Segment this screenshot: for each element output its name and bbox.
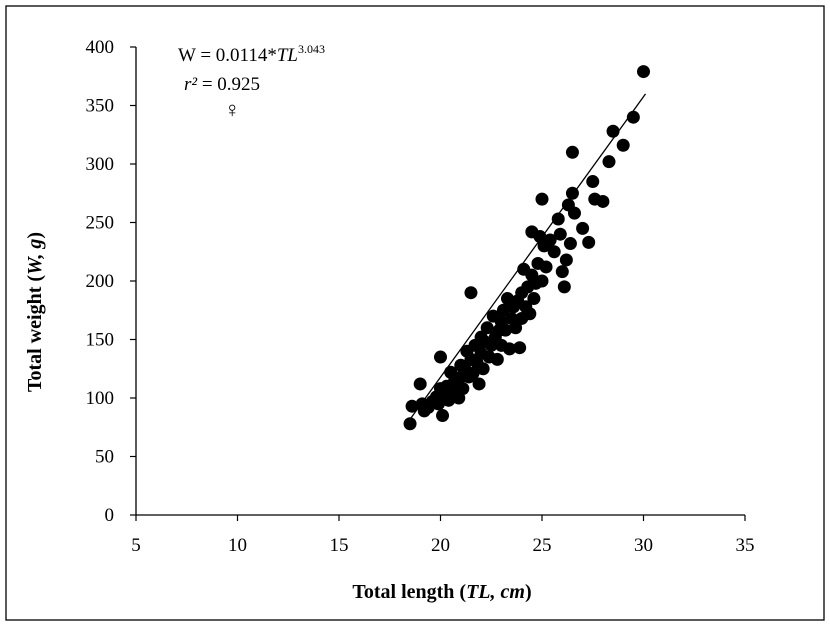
points-layer — [403, 65, 650, 431]
data-point — [543, 233, 557, 247]
data-point — [535, 192, 549, 206]
data-point — [466, 366, 480, 380]
female-symbol-icon: ♀ — [224, 97, 241, 122]
x-tick-label: 5 — [131, 535, 141, 556]
x-tick-label: 10 — [228, 535, 247, 556]
data-point — [403, 417, 417, 431]
data-point — [606, 124, 620, 138]
y-tick-label: 400 — [86, 37, 115, 58]
data-point — [413, 377, 427, 391]
data-point — [513, 341, 527, 355]
data-point — [602, 155, 616, 169]
data-point — [586, 175, 600, 189]
chart-border — [5, 5, 825, 621]
data-point — [434, 350, 447, 364]
data-point — [498, 323, 512, 337]
y-tick-label: 300 — [86, 154, 115, 175]
data-point — [456, 382, 470, 396]
x-tick-label: 20 — [431, 535, 450, 556]
y-tick-label: 200 — [86, 271, 115, 292]
data-point — [480, 321, 494, 335]
data-point — [535, 274, 549, 288]
x-axis-title: Total length (TL, cm) — [352, 581, 531, 603]
data-point — [527, 292, 541, 306]
y-tick-label: 250 — [86, 213, 115, 234]
data-point — [559, 253, 573, 267]
y-axis-title: Total weight (W, g) — [24, 232, 46, 392]
data-point — [555, 265, 569, 279]
data-point — [496, 303, 510, 317]
data-point — [626, 110, 640, 124]
data-point — [476, 362, 490, 376]
data-point — [576, 221, 590, 235]
data-point — [547, 245, 561, 259]
data-point — [464, 286, 478, 300]
x-tick-label: 30 — [634, 535, 653, 556]
y-tick-label: 50 — [95, 447, 114, 468]
x-tick-label: 15 — [330, 535, 349, 556]
x-tick-label: 25 — [533, 535, 552, 556]
data-point — [490, 352, 504, 366]
y-tick-label: 100 — [86, 388, 115, 409]
data-point — [436, 409, 450, 423]
y-tick-label: 0 — [105, 505, 115, 526]
data-point — [637, 65, 650, 79]
y-tick-label: 350 — [86, 96, 115, 117]
data-point — [553, 227, 567, 241]
data-point — [596, 194, 610, 208]
data-point — [565, 145, 579, 159]
data-point — [503, 342, 517, 356]
data-point — [551, 212, 565, 226]
x-tick-label: 35 — [736, 535, 755, 556]
data-point — [582, 235, 596, 249]
data-point — [431, 397, 445, 411]
data-point — [557, 280, 571, 294]
data-point — [616, 138, 630, 152]
data-point — [472, 377, 486, 391]
r-squared-label: r² = 0.925 — [184, 74, 260, 95]
data-point — [563, 237, 577, 251]
data-point — [567, 206, 581, 220]
data-point — [539, 260, 553, 274]
y-tick-label: 150 — [86, 330, 115, 351]
trendline — [409, 93, 647, 420]
data-point — [509, 321, 523, 335]
data-point — [405, 399, 419, 413]
regression-equation: W = 0.0114*TL3.043 — [178, 42, 325, 66]
data-point — [523, 307, 537, 321]
